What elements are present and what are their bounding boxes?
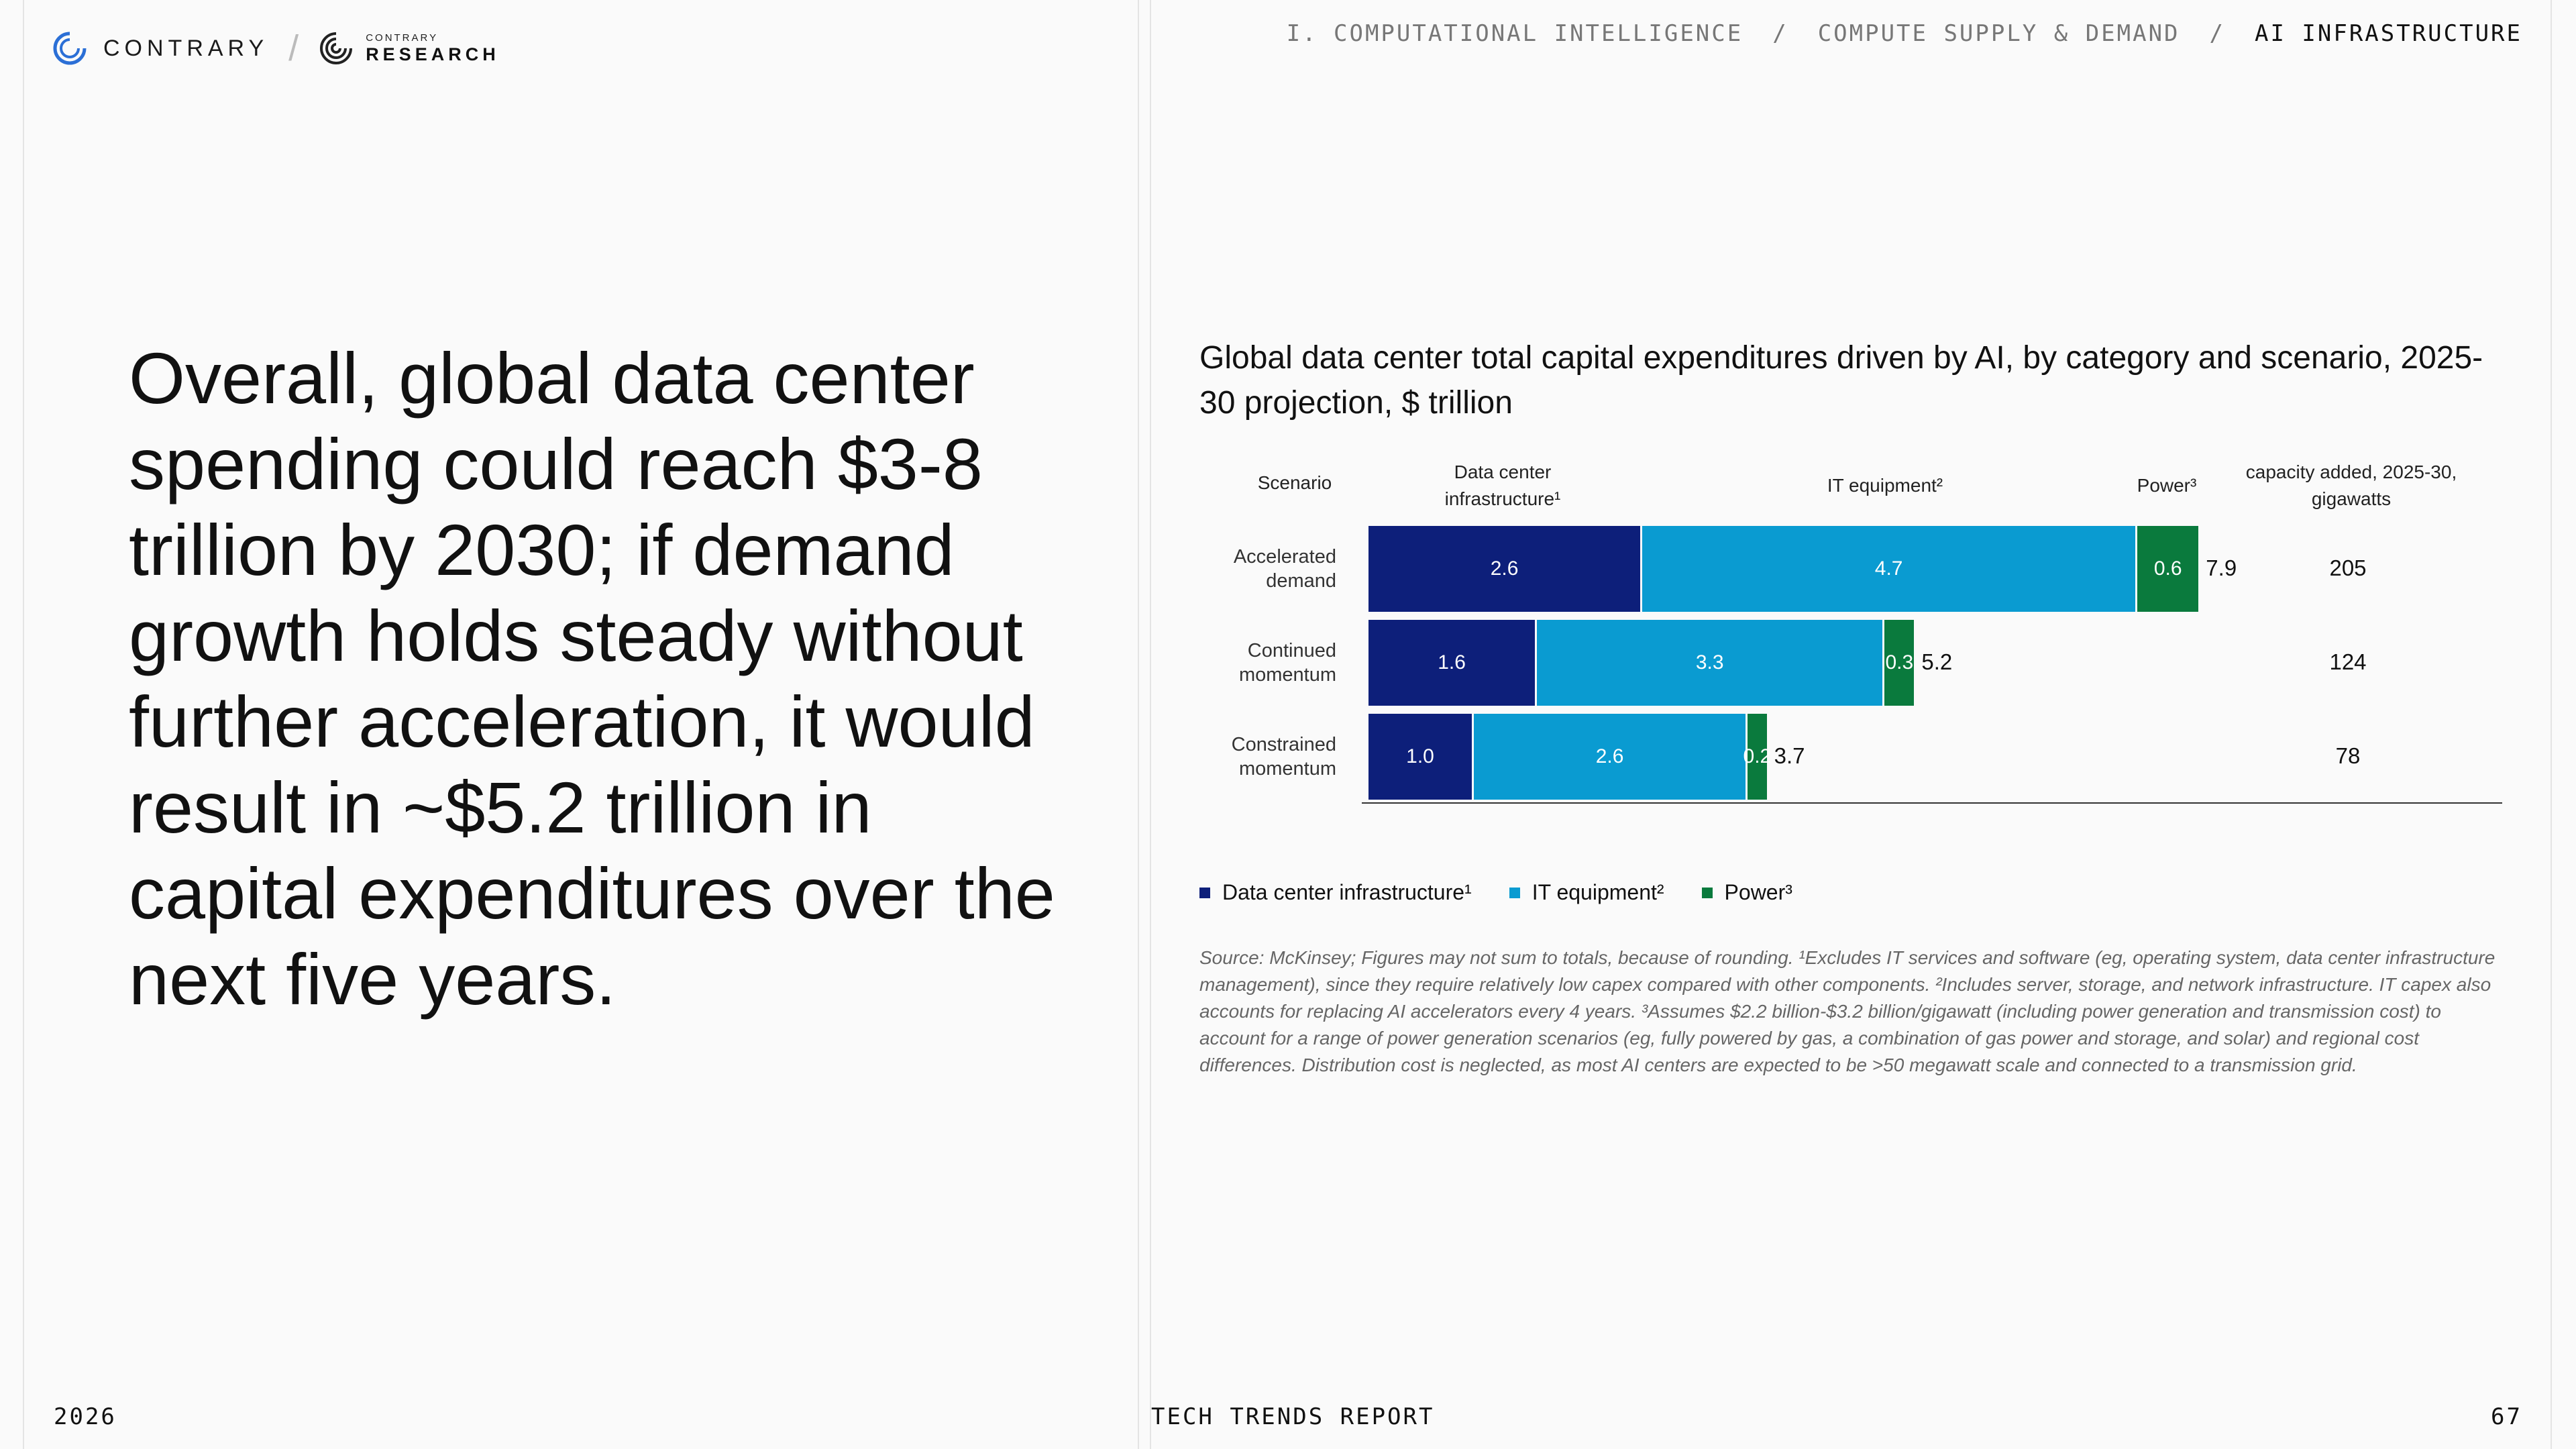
legend-item-it-equipment: IT equipment² [1509, 880, 1664, 905]
headline: Overall, global data center spending cou… [129, 337, 1055, 1020]
bar-constrained-momentum-it-equipment: 2.6 [1474, 714, 1746, 800]
breadcrumb-item-compute-supply-demand[interactable]: COMPUTE SUPPLY & DEMAND [1817, 20, 2180, 47]
research-big-text: RESEARCH [366, 44, 500, 64]
brand-slash: / [288, 28, 299, 68]
legend-label-it-equipment: IT equipment² [1532, 880, 1664, 904]
row-label-continued-momentum: Continued momentum [1238, 640, 1336, 686]
legend-swatch-data-center [1199, 887, 1210, 898]
total-label-constrained-momentum: 3.7 [1774, 743, 1805, 768]
chart-legend: Data center infrastructure¹ IT equipment… [1199, 880, 1830, 905]
legend-item-data-center: Data center infrastructure¹ [1199, 880, 1472, 905]
breadcrumb-separator: / [2209, 20, 2225, 47]
footer-year: 2026 [54, 1403, 117, 1430]
bar-accelerated-demand-power: 0.6 [2137, 526, 2199, 612]
col-header-scenario: Scenario [1257, 472, 1332, 493]
breadcrumb-separator: / [1772, 20, 1788, 47]
research-small-text: CONTRARY [366, 32, 439, 44]
legend-label-data-center: Data center infrastructure¹ [1222, 880, 1472, 904]
contrary-logo-icon [53, 32, 87, 65]
total-label-accelerated-demand: 7.9 [2206, 555, 2237, 580]
row-label-accelerated-demand: Accelerated demand [1233, 546, 1336, 592]
capacity-value-continued-momentum: 124 [2329, 649, 2367, 674]
col-header-data-center: Data center infrastructure¹ [1444, 462, 1561, 509]
col-header-capacity: capacity added, 2025-30, gigawatts [2245, 462, 2457, 509]
breadcrumb-item-computational-intelligence[interactable]: I. COMPUTATIONAL INTELLIGENCE [1286, 20, 1743, 47]
left-margin-line [23, 0, 24, 1449]
col-header-it-equipment: IT equipment² [1827, 475, 1943, 496]
legend-item-power: Power³ [1701, 880, 1792, 905]
legend-label-power: Power³ [1724, 880, 1792, 904]
research-wordmark: CONTRARY RESEARCH [366, 33, 500, 64]
source-note: Source: McKinsey; Figures may not sum to… [1199, 947, 2496, 1075]
center-fold-line-2 [1150, 0, 1151, 1449]
row-label-constrained-momentum: Constrained momentum [1231, 734, 1336, 780]
total-label-continued-momentum: 5.2 [1921, 649, 1953, 674]
breadcrumb-item-ai-infrastructure[interactable]: AI INFRASTRUCTURE [2255, 20, 2522, 47]
breadcrumb: I. COMPUTATIONAL INTELLIGENCE / COMPUTE … [1287, 20, 2522, 47]
col-header-power: Power³ [2137, 475, 2197, 496]
footer-report-name: TECH TRENDS REPORT [1151, 1403, 1435, 1430]
brand-lockup[interactable]: CONTRARY / CONTRARY RESEARCH [52, 28, 500, 68]
right-margin-line [2551, 0, 2552, 1449]
bar-continued-momentum-it-equipment: 3.3 [1537, 620, 1883, 706]
legend-swatch-power [1701, 887, 1713, 898]
bar-accelerated-demand-it-equipment: 4.7 [1642, 526, 2136, 612]
capacity-value-accelerated-demand: 205 [2329, 555, 2367, 580]
legend-swatch-it-equipment [1509, 887, 1520, 898]
bar-continued-momentum-power: 0.3 [1884, 620, 1915, 706]
bar-continued-momentum-data-center-infrastructure: 1.6 [1368, 620, 1536, 706]
contrary-research-logo-icon [320, 32, 353, 64]
center-fold-line-1 [1138, 0, 1139, 1449]
footer-page-number: 67 [2491, 1403, 2522, 1430]
capacity-value-constrained-momentum: 78 [2335, 743, 2361, 768]
chart-baseline [1362, 802, 2502, 804]
bar-constrained-momentum-data-center-infrastructure: 1.0 [1368, 714, 1472, 800]
bar-accelerated-demand-data-center-infrastructure: 2.6 [1368, 526, 1641, 612]
bar-constrained-momentum-power: 0.2 [1743, 714, 1771, 800]
brand-name: CONTRARY [103, 35, 269, 61]
chart-title: Global data center total capital expendi… [1199, 340, 2483, 421]
